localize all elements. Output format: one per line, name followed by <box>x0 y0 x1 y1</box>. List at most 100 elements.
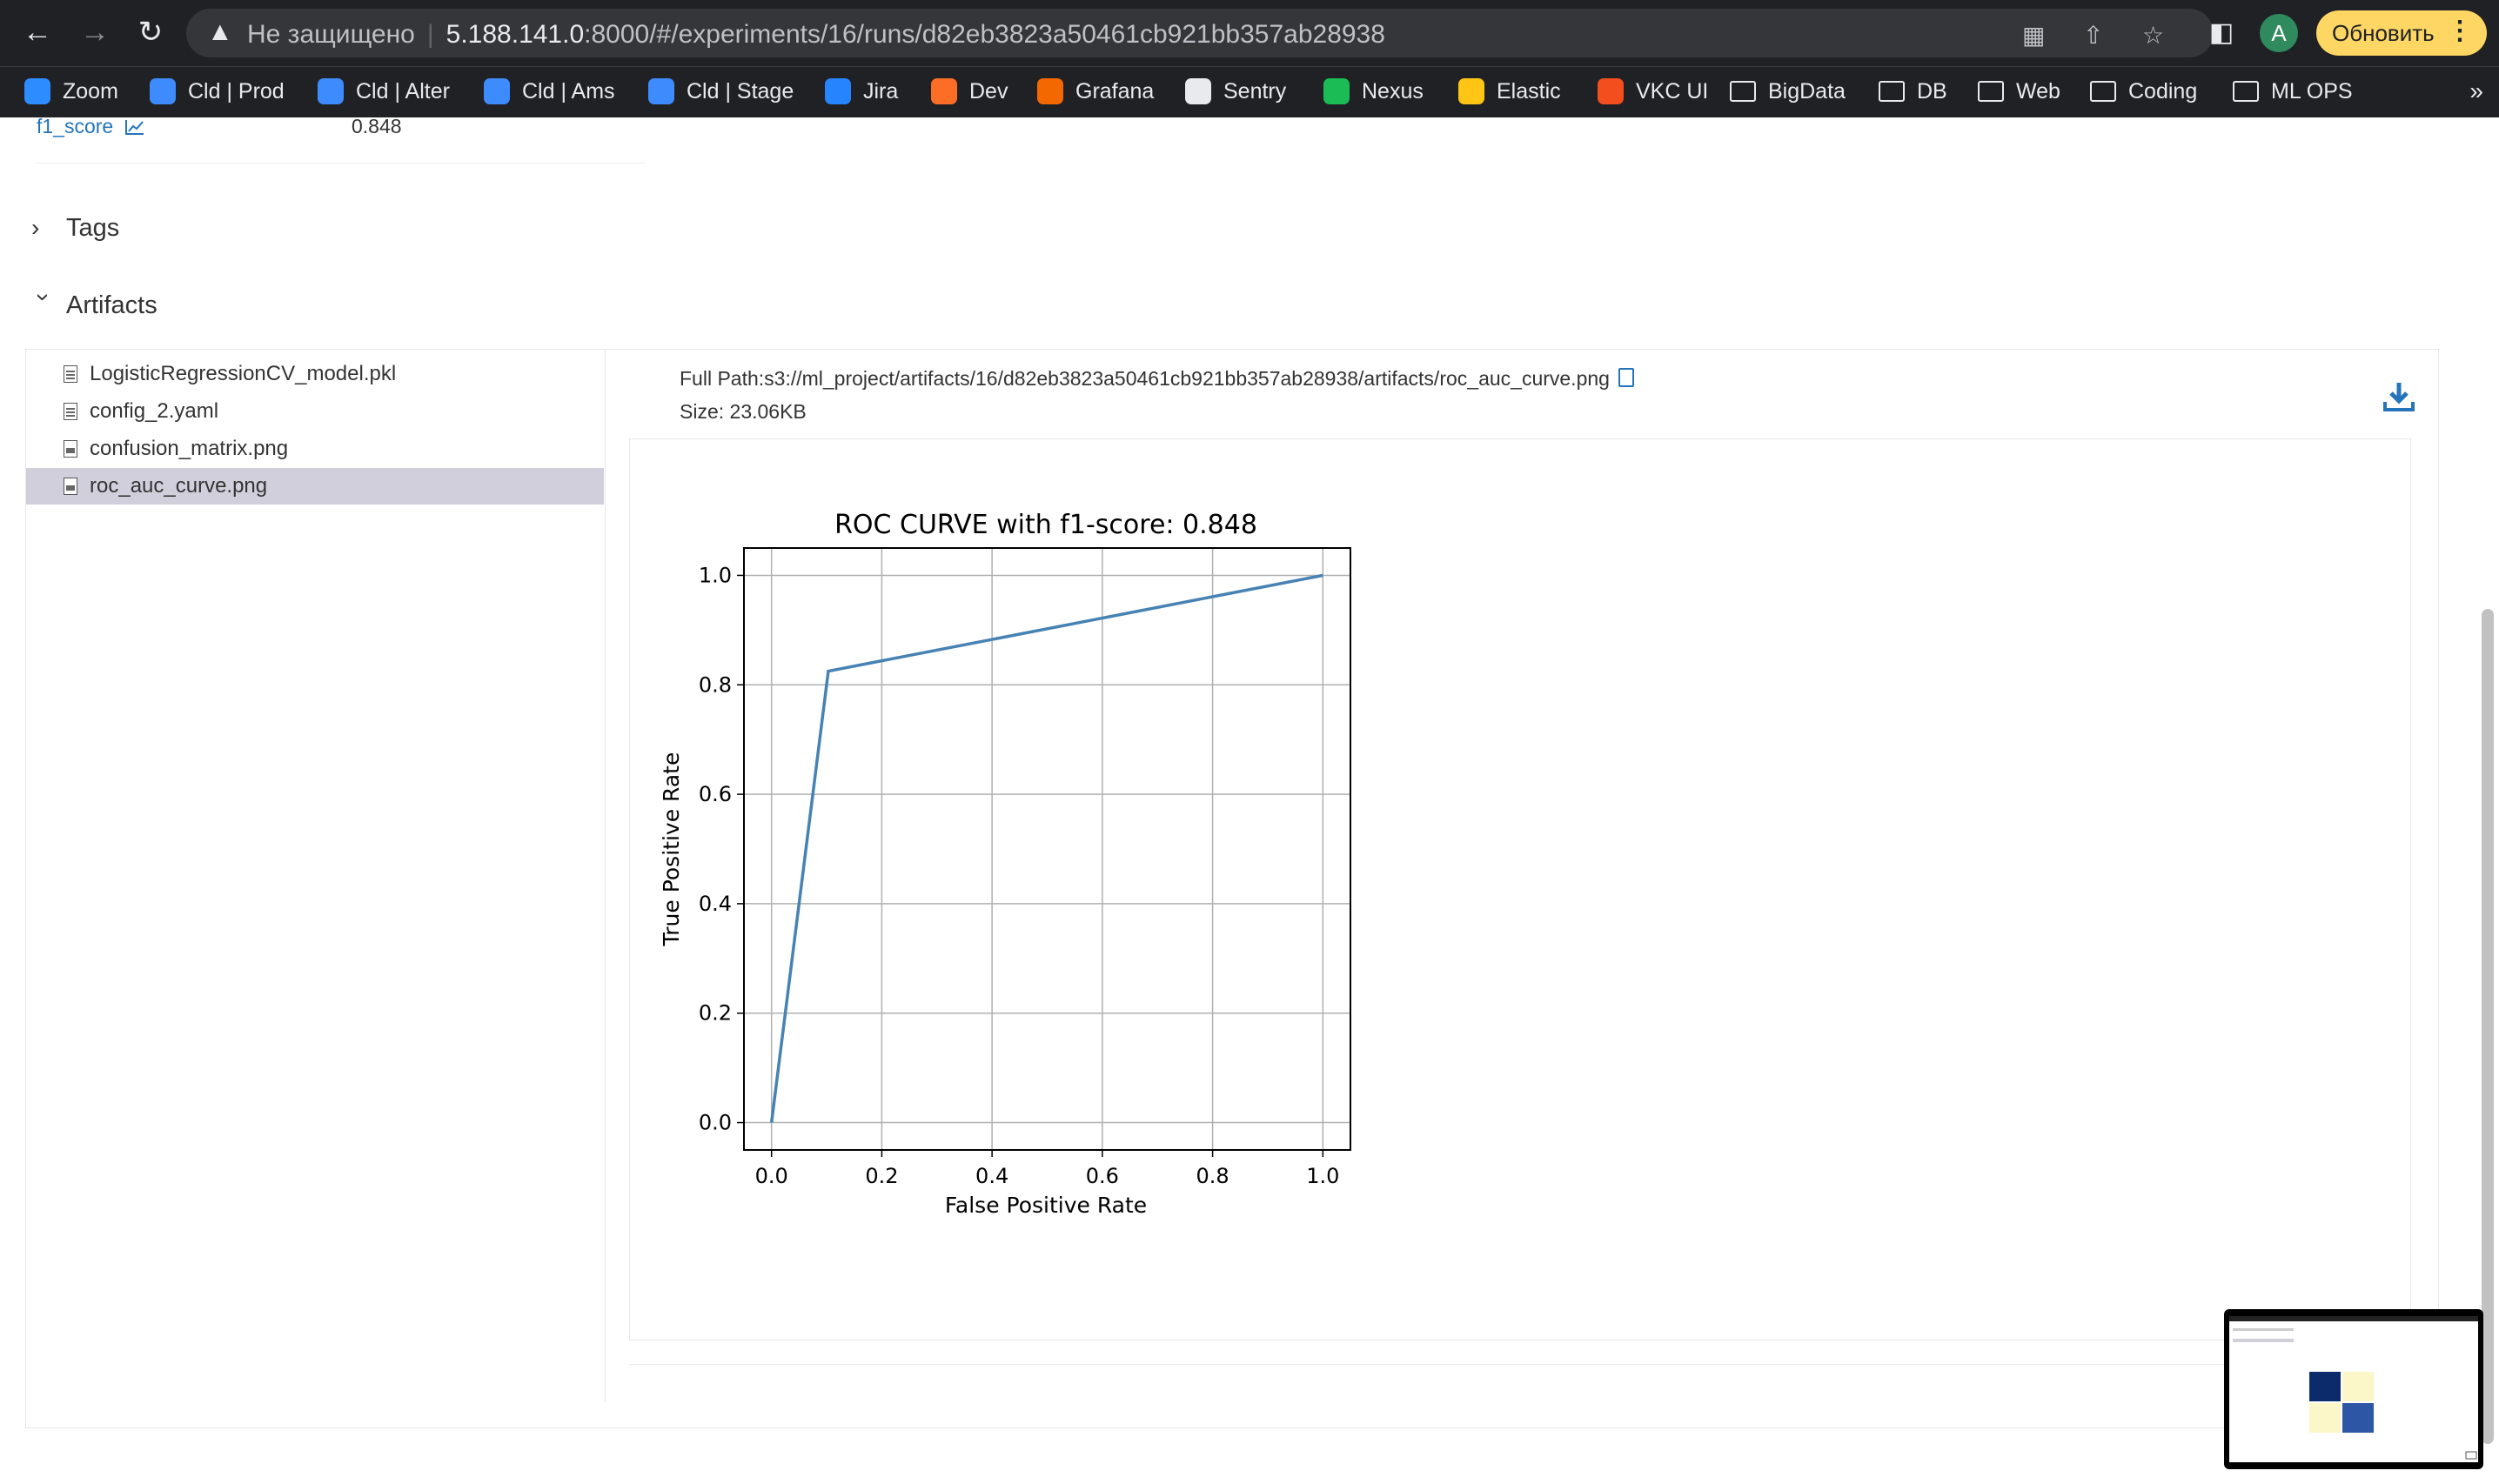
tags-section-toggle[interactable]: › Tags <box>31 211 119 245</box>
artifact-file-item[interactable]: confusion_matrix.png <box>26 431 604 467</box>
y-tick-label: 0.0 <box>699 1111 732 1135</box>
y-axis-label: True Positive Rate <box>659 752 684 947</box>
update-button[interactable]: Обновить ⋮ <box>2316 10 2487 56</box>
nexus-icon <box>1323 78 1350 104</box>
metric-row: f1_score 0.848 <box>37 115 402 138</box>
config-file-icon <box>64 403 77 420</box>
more-bookmarks-icon[interactable]: » <box>2469 77 2483 104</box>
bookmark-cld-stage[interactable]: Cld | Stage <box>648 76 794 107</box>
artifact-file-name: confusion_matrix.png <box>90 437 289 460</box>
bookmark-label: Coding <box>2128 78 2198 104</box>
artifacts-panel: LogisticRegressionCV_model.pkl config_2.y… <box>25 349 2439 1428</box>
bookmark-label: Elastic <box>1497 78 1561 104</box>
x-axis-label: False Positive Rate <box>945 1193 1147 1218</box>
address-bar[interactable]: ▲ Не защищено | 5.188.141.0:8000/#/experim… <box>186 9 2214 57</box>
bookmark-cld-ams[interactable]: Cld | Ams <box>484 76 615 107</box>
bookmark-bigdata[interactable]: BigData <box>1730 76 1846 107</box>
bookmark-cld-prod[interactable]: Cld | Prod <box>150 76 285 107</box>
cube-icon <box>484 78 510 104</box>
gitlab-icon <box>931 78 957 104</box>
y-tick-label: 0.4 <box>699 892 732 916</box>
reload-icon[interactable]: ↻ <box>137 16 164 49</box>
folder-icon <box>1879 81 1905 102</box>
file-icon <box>64 365 77 383</box>
artifact-file-name: LogisticRegressionCV_model.pkl <box>90 362 397 385</box>
bookmark-label: Cld | Stage <box>687 78 794 104</box>
artifacts-heading: Artifacts <box>66 291 157 319</box>
roc-curve-line <box>769 573 1323 1123</box>
bookmark-label: Cld | Prod <box>188 78 285 104</box>
bookmark-label: Sentry <box>1223 78 1287 104</box>
bookmark-sentry[interactable]: Sentry <box>1185 76 1286 107</box>
bookmark-zoom[interactable]: Zoom <box>24 76 118 107</box>
chart-line-icon <box>124 120 144 135</box>
artifact-file-item[interactable]: config_2.yaml <box>26 393 604 430</box>
cube-icon <box>318 78 344 104</box>
cube-icon <box>648 78 674 104</box>
forward-icon[interactable]: → <box>80 15 110 49</box>
url-path: :8000/#/experiments/16/runs/d82eb3823a50… <box>584 20 1385 49</box>
bookmark-label: Web <box>2016 78 2060 104</box>
y-tick-label: 0.6 <box>699 782 732 806</box>
bookmark-ml-ops[interactable]: ML OPS <box>2233 76 2353 107</box>
security-warning: Не защищено <box>247 20 415 49</box>
bookmark-label: Dev <box>969 78 1008 104</box>
y-tick-label: 0.8 <box>699 672 732 697</box>
artifact-file-name: roc_auc_curve.png <box>90 474 268 498</box>
bookmark-label: Zoom <box>63 78 118 104</box>
bookmark-star-icon[interactable]: ☆ <box>2142 22 2165 49</box>
divider <box>37 163 646 164</box>
warning-icon: ▲ <box>207 17 233 46</box>
tags-heading: Tags <box>66 213 120 242</box>
bookmark-db[interactable]: DB <box>1879 76 1947 107</box>
translate-icon[interactable]: ▦ <box>2022 22 2046 49</box>
copy-icon[interactable] <box>1618 368 1634 387</box>
bookmark-cld-alter[interactable]: Cld | Alter <box>318 76 450 107</box>
share-icon[interactable]: ⇧ <box>2083 22 2104 49</box>
bookmark-jira[interactable]: Jira <box>825 76 898 107</box>
bookmark-grafana[interactable]: Grafana <box>1037 76 1154 107</box>
artifact-file-name: config_2.yaml <box>90 399 219 423</box>
zoom-icon <box>24 78 50 104</box>
x-tick-label: 0.6 <box>1086 1164 1119 1188</box>
screenshot-thumbnail[interactable] <box>2224 1309 2483 1469</box>
x-tick-label: 0.8 <box>1196 1164 1229 1188</box>
plot-frame <box>743 547 1351 1151</box>
chevron-down-icon: › <box>30 293 57 302</box>
y-tick-label: 0.2 <box>699 1001 732 1026</box>
x-tick-label: 0.2 <box>865 1164 898 1188</box>
folder-icon <box>1730 81 1756 102</box>
menu-dots-icon[interactable]: ⋮ <box>2447 17 2473 45</box>
bookmark-label: VKC UI <box>1636 78 1709 104</box>
bookmark-web[interactable]: Web <box>1978 76 2060 107</box>
divider <box>629 1364 2439 1365</box>
back-icon[interactable]: ← <box>23 15 52 49</box>
chevron-right-icon: › <box>31 214 40 241</box>
image-preview-frame <box>629 438 2411 1340</box>
bookmark-dev[interactable]: Dev <box>931 76 1008 107</box>
artifacts-section-toggle[interactable]: › Artifacts <box>30 288 157 323</box>
artifact-file-item[interactable]: roc_auc_curve.png <box>26 468 604 505</box>
bookmark-vkc-ui[interactable]: VKC UI <box>1598 76 1708 107</box>
roc-curve-chart: ROC CURVE with f1-score: 0.848 False Pos… <box>659 510 1351 1218</box>
artifact-file-tree: LogisticRegressionCV_model.pkl config_2.y… <box>26 350 606 1402</box>
bookmark-nexus[interactable]: Nexus <box>1323 76 1424 107</box>
bookmark-label: Cld | Alter <box>356 78 450 104</box>
bookmark-label: Grafana <box>1075 78 1155 104</box>
image-file-icon <box>64 440 77 458</box>
page-scrollbar[interactable] <box>2482 609 2494 1444</box>
metric-name-link[interactable]: f1_score <box>37 115 145 137</box>
artifact-file-item[interactable]: LogisticRegressionCV_model.pkl <box>26 356 604 392</box>
profile-avatar[interactable]: A <box>2260 14 2298 52</box>
elastic-icon <box>1458 78 1484 104</box>
bookmark-elastic[interactable]: Elastic <box>1458 76 1561 107</box>
x-tick-label: 1.0 <box>1306 1164 1339 1188</box>
folder-icon <box>2090 81 2116 102</box>
side-panel-icon[interactable]: ◧ <box>2208 17 2234 47</box>
metric-value: 0.848 <box>352 115 402 137</box>
y-tick-label: 1.0 <box>699 563 732 587</box>
download-icon[interactable] <box>2382 379 2416 414</box>
bookmark-label: BigData <box>1768 78 1846 104</box>
bookmark-coding[interactable]: Coding <box>2090 76 2197 107</box>
x-tick-label: 0.0 <box>755 1164 788 1188</box>
